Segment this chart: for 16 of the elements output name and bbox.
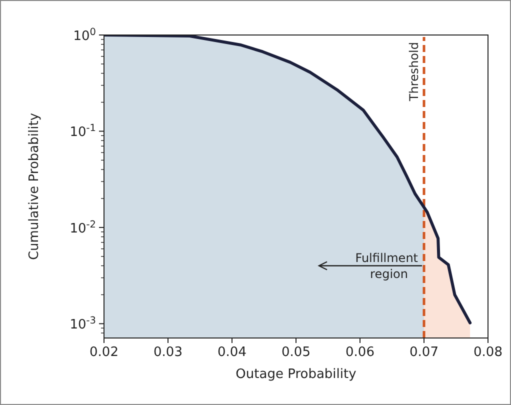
x-axis-title: Outage Probability	[236, 367, 357, 382]
line-series	[104, 35, 472, 324]
x-tick-label: 0.02	[90, 345, 118, 360]
y-tick-label: 10$^{0}$	[73, 26, 96, 44]
x-tick-label: 0.04	[218, 345, 246, 360]
y-tick-label: 10$^{-1}$	[70, 122, 96, 140]
x-tick-label: 0.08	[474, 345, 502, 360]
y-tick-label: 10$^{-3}$	[70, 315, 96, 333]
annotation: Fulfillment region	[355, 250, 418, 281]
y-axis-title: Cumulative Probability	[27, 112, 42, 260]
x-tick-label: 0.07	[410, 345, 438, 360]
x-tick-label: 0.03	[154, 345, 182, 360]
ref-line-label: Threshold	[407, 42, 421, 102]
y-tick-label: 10$^{-2}$	[70, 218, 96, 236]
x-tick-label: 0.05	[282, 345, 310, 360]
x-tick-label: 0.06	[346, 345, 374, 360]
